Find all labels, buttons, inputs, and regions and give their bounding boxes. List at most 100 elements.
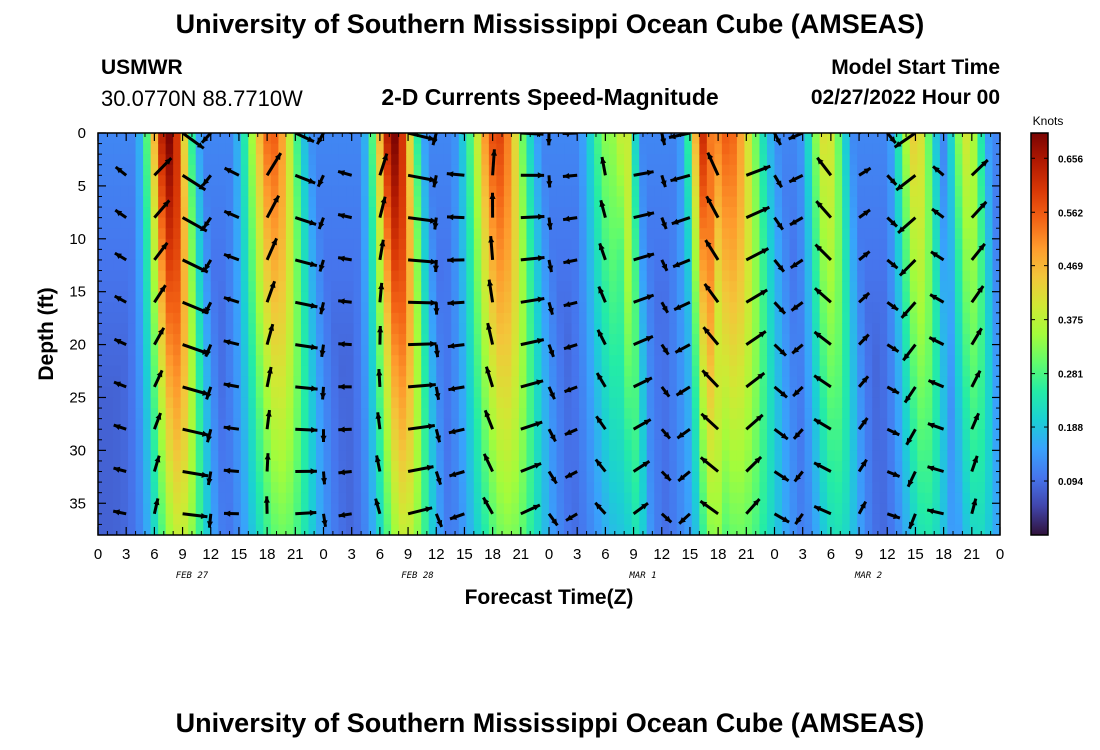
heatmap-cell [744, 228, 753, 240]
heatmap-cell [413, 344, 422, 356]
heatmap-cell [496, 302, 505, 314]
heatmap-cell [766, 376, 776, 388]
current-arrow [673, 300, 691, 311]
heatmap-cell [887, 439, 896, 451]
heatmap-cell [503, 439, 513, 451]
heatmap-cell [473, 450, 482, 462]
heatmap-cell [263, 259, 272, 272]
heatmap-cell [676, 355, 685, 367]
heatmap-cell [751, 503, 761, 515]
heatmap-cell [361, 207, 370, 219]
heatmap-cell [969, 513, 979, 526]
heatmap-cell [173, 376, 182, 388]
heatmap-cell [398, 355, 407, 367]
heatmap-cell [624, 238, 633, 250]
heatmap-cell [646, 376, 655, 388]
heatmap-cell [518, 376, 528, 388]
heatmap-cell [977, 492, 986, 504]
heatmap-cell [353, 450, 362, 462]
heatmap-cell [188, 471, 197, 483]
heatmap-cell [346, 355, 355, 367]
heatmap-cell [113, 397, 122, 409]
heatmap-cell [872, 524, 881, 535]
heatmap-cell [729, 312, 738, 325]
heatmap-cell [315, 365, 325, 377]
heatmap-cell [270, 418, 279, 430]
heatmap-cell [353, 154, 362, 166]
heatmap-cell [789, 291, 798, 303]
heatmap-cell [98, 418, 107, 430]
heatmap-cell [872, 133, 881, 145]
heatmap-cell [158, 471, 167, 483]
heatmap-cell [285, 281, 295, 293]
heatmap-cell [812, 133, 821, 145]
heatmap-cell [466, 482, 475, 494]
heatmap-cell [766, 323, 776, 335]
heatmap-cell [473, 133, 482, 145]
heatmap-cell [909, 376, 918, 388]
heatmap-cell [902, 355, 911, 367]
heatmap-cell [729, 376, 738, 388]
heatmap-cell [571, 334, 580, 346]
heatmap-cell [473, 482, 482, 494]
heatmap-cell [481, 281, 490, 293]
heatmap-cell [315, 291, 325, 303]
heatmap-cell [834, 439, 843, 451]
heatmap-cell [721, 270, 730, 282]
heatmap-cell [308, 133, 317, 145]
heatmap-cell [729, 513, 738, 526]
heatmap-cell [180, 429, 189, 441]
heatmap-cell [917, 185, 926, 198]
heatmap-cell [398, 143, 407, 155]
current-arrow [265, 409, 272, 430]
heatmap-cell [308, 471, 317, 483]
current-arrow [337, 169, 353, 177]
heatmap-cell [173, 408, 182, 420]
heatmap-cell [774, 281, 783, 293]
heatmap-cell [932, 281, 941, 293]
heatmap-cell [849, 249, 858, 261]
heatmap-cell [721, 334, 730, 346]
heatmap-cell [654, 217, 663, 229]
heatmap-cell [751, 259, 761, 272]
heatmap-cell [300, 143, 310, 155]
current-arrow [564, 427, 578, 436]
heatmap-cell [443, 323, 452, 335]
heatmap-cell [699, 164, 708, 176]
heatmap-cell [293, 291, 302, 303]
heatmap-cell [661, 270, 670, 282]
heatmap-cell [398, 302, 407, 314]
heatmap-cell [248, 397, 257, 409]
heatmap-cell [293, 408, 302, 420]
heatmap-cell [406, 302, 415, 314]
heatmap-cell [526, 334, 535, 346]
heatmap-cell [285, 365, 295, 377]
heatmap-cell [240, 429, 249, 441]
heatmap-cell [601, 439, 610, 451]
heatmap-cell [797, 133, 806, 145]
heatmap-cell [872, 143, 881, 155]
heatmap-cell [917, 302, 926, 314]
heatmap-cell [173, 429, 182, 441]
heatmap-cell [872, 185, 881, 198]
heatmap-cell [782, 524, 791, 535]
heatmap-cell [225, 365, 234, 377]
heatmap-cell [902, 217, 911, 229]
heatmap-cell [744, 376, 753, 388]
current-arrow [294, 300, 318, 309]
heatmap-cell [165, 207, 174, 219]
heatmap-cell [849, 482, 858, 494]
heatmap-cell [361, 238, 370, 250]
heatmap-cell [436, 154, 445, 166]
heatmap-cell [812, 460, 821, 473]
heatmap-cell [887, 450, 896, 462]
heatmap-cell [143, 143, 152, 155]
heatmap-cell [977, 365, 986, 377]
current-arrow [520, 503, 541, 516]
heatmap-cell [579, 270, 588, 282]
heatmap-cell [165, 503, 174, 515]
heatmap-cell [120, 334, 129, 346]
heatmap-cell [413, 164, 422, 176]
current-arrow [520, 462, 542, 473]
heatmap-cell [421, 228, 430, 240]
